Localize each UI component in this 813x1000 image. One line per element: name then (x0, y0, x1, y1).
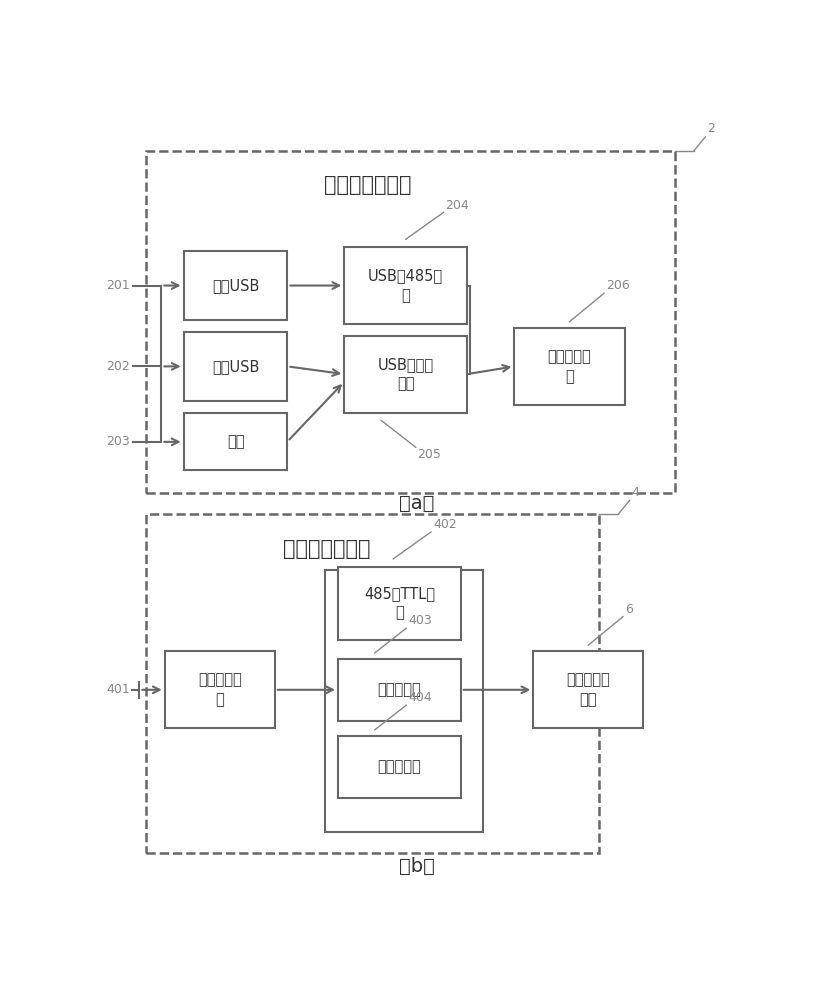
Bar (338, 659, 461, 721)
Text: 水面通信收发器: 水面通信收发器 (324, 175, 411, 195)
Text: 203: 203 (107, 435, 130, 448)
Text: 水下通信收发器: 水下通信收发器 (284, 539, 371, 559)
Text: （a）: （a） (399, 494, 434, 513)
Text: USB转485模
块: USB转485模 块 (368, 268, 443, 303)
Bar (165, 651, 275, 728)
Text: USB视频采
集卡: USB视频采 集卡 (377, 357, 433, 391)
Bar (184, 251, 288, 320)
Bar (344, 247, 467, 324)
Text: 404: 404 (408, 691, 432, 704)
Text: 485转TTL模
块: 485转TTL模 块 (364, 586, 435, 621)
Text: 一号USB: 一号USB (212, 278, 259, 293)
Text: 4: 4 (632, 486, 639, 499)
Text: 206: 206 (606, 279, 630, 292)
Text: 205: 205 (418, 448, 441, 461)
Bar (184, 332, 288, 401)
Text: 401: 401 (107, 683, 130, 696)
Text: 6: 6 (625, 603, 633, 616)
Bar (338, 736, 461, 798)
Text: 402: 402 (433, 518, 457, 531)
Bar (184, 413, 288, 470)
Text: （b）: （b） (398, 857, 435, 876)
Text: 视频传输器: 视频传输器 (377, 759, 421, 774)
Bar (533, 651, 644, 728)
Text: 水下通信接
口: 水下通信接 口 (198, 672, 241, 707)
Text: 以太网模块: 以太网模块 (377, 682, 421, 697)
Text: 2: 2 (707, 122, 715, 135)
Bar (344, 336, 467, 413)
Text: 网口: 网口 (227, 434, 244, 449)
Bar (515, 328, 624, 405)
Bar (325, 570, 483, 832)
Bar (338, 567, 461, 640)
Text: 201: 201 (107, 279, 130, 292)
Text: 二号USB: 二号USB (212, 359, 259, 374)
Bar (146, 514, 599, 853)
Text: 202: 202 (107, 360, 130, 373)
Text: 204: 204 (446, 199, 469, 212)
Bar (146, 151, 675, 493)
Text: 403: 403 (408, 614, 432, 627)
Text: 水面通信接
口: 水面通信接 口 (548, 349, 591, 384)
Text: 嵌入式微控
制器: 嵌入式微控 制器 (567, 672, 611, 707)
